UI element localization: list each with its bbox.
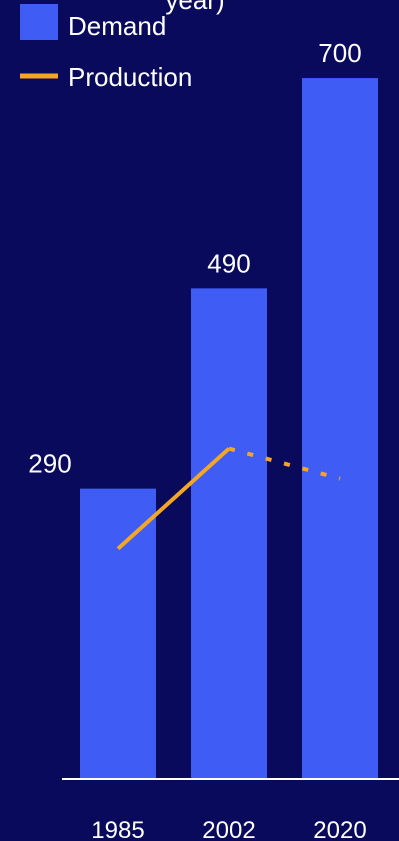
bar-value-label-1985: 290 — [28, 449, 71, 479]
bar-labels-group: 290 490 700 — [28, 38, 361, 479]
legend-swatch-demand — [20, 4, 58, 40]
production-line-segment-1985-2002 — [116, 447, 231, 551]
production-line-group — [116, 446, 341, 551]
production-line-segment-2002-2020 — [228, 446, 341, 481]
legend-label-production: Production — [68, 62, 192, 92]
x-tick-label-2020: 2020 — [313, 817, 366, 841]
bar-2020 — [302, 78, 378, 779]
bars-group — [80, 78, 378, 779]
x-tick-label-1985: 1985 — [91, 817, 144, 841]
bar-value-label-2020: 700 — [318, 38, 361, 68]
legend-label-demand: Demand — [68, 11, 166, 41]
chart-title: year) — [165, 0, 224, 15]
bar-value-label-2002: 490 — [207, 248, 250, 278]
legend: Demand Production — [20, 4, 192, 92]
x-tick-label-2002: 2002 — [202, 817, 255, 841]
bar-1985 — [80, 488, 156, 779]
bar-2002 — [191, 288, 267, 779]
x-tick-labels: 1985 2002 2020 — [91, 817, 366, 841]
